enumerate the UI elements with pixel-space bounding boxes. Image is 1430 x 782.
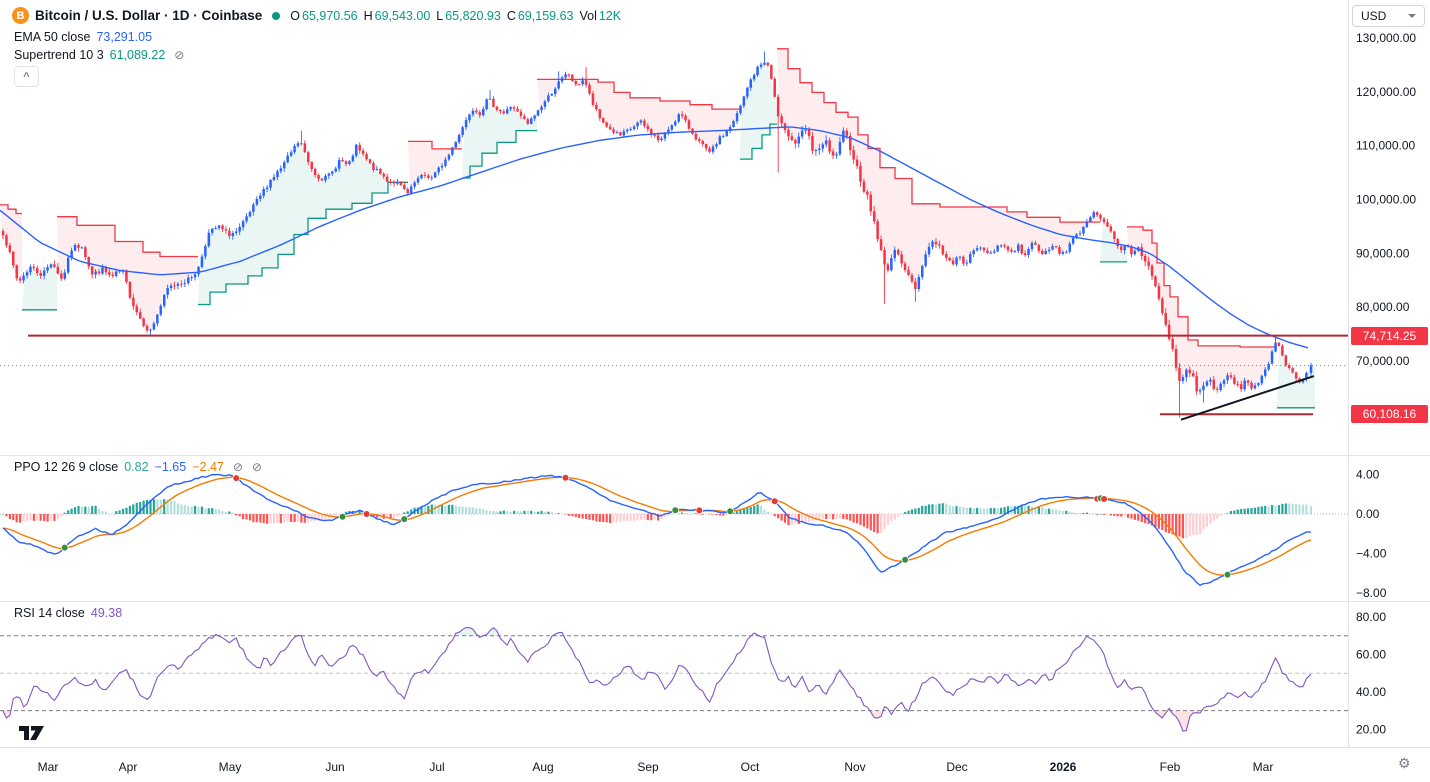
axis-tick-label: 110,000.00 xyxy=(1356,139,1415,153)
ema-legend-row[interactable]: EMA 50 close 73,291.05 xyxy=(14,30,152,44)
support-price-badge: 60,108.16 xyxy=(1351,405,1428,423)
axis-tick-label: 20.00 xyxy=(1356,722,1386,736)
axis-tick-label: Aug xyxy=(532,760,553,774)
axis-tick-label: Apr xyxy=(119,760,138,774)
collapse-legend-button[interactable]: ^ xyxy=(14,66,39,87)
chevron-down-icon xyxy=(1408,14,1416,18)
axis-tick-label: 80,000.00 xyxy=(1356,300,1410,314)
ema-label: EMA 50 close xyxy=(14,30,91,44)
resistance-price-badge: 74,714.25 xyxy=(1351,327,1428,345)
ppo-hist-value: 0.82 xyxy=(124,460,149,474)
axis-tick-label: 80.00 xyxy=(1356,610,1386,624)
open-value: O 65,970.56 xyxy=(290,8,358,23)
axis-tick-label: 70,000.00 xyxy=(1356,354,1410,368)
symbol-legend-row[interactable]: B Bitcoin / U.S. Dollar · 1D · Coinbase … xyxy=(12,7,621,24)
ppo-signal-value: −2.47 xyxy=(192,460,224,474)
ppo-legend-row[interactable]: PPO 12 26 9 close 0.82 −1.65 −2.47 ⊘ ⊘ xyxy=(14,460,262,474)
axis-tick-label: Oct xyxy=(741,760,760,774)
price-axis-labels[interactable]: 130,000.00 120,000.00 110,000.00 100,000.00… xyxy=(1356,31,1416,736)
axis-tick-label: 120,000.00 xyxy=(1356,85,1416,99)
candles-layer xyxy=(1,51,1313,418)
supertrend-layer xyxy=(0,48,1315,409)
axis-tick-label: Sep xyxy=(637,760,659,774)
ppo-line-value: −1.65 xyxy=(154,460,187,474)
settings-gear-icon[interactable]: ⚙ xyxy=(1398,755,1411,771)
supertrend-legend-row[interactable]: Supertrend 10 3 61,089.22 ⊘ xyxy=(14,48,184,62)
market-status-dot xyxy=(272,11,281,20)
axis-tick-label: Mar xyxy=(38,760,59,774)
low-value: L 65,820.93 xyxy=(436,8,501,23)
axis-tick-label: 2026 xyxy=(1050,760,1077,774)
price-level-lines[interactable] xyxy=(28,334,1348,416)
currency-label: USD xyxy=(1361,9,1387,23)
ppo-label: PPO 12 26 9 close xyxy=(14,460,119,474)
symbol-title: Bitcoin / U.S. Dollar · 1D · Coinbase xyxy=(35,8,263,23)
axis-tick-label: 130,000.00 xyxy=(1356,31,1416,45)
time-axis-labels[interactable]: Mar Apr May Jun Jul Aug Sep Oct Nov Dec 2026 Feb Mar xyxy=(38,760,1274,774)
ema-line xyxy=(0,126,1309,349)
volume-value: Vol 12K xyxy=(579,8,622,23)
high-value: H 69,543.00 xyxy=(363,8,431,23)
rsi-legend-row[interactable]: RSI 14 close 49.38 xyxy=(14,606,122,620)
axis-tick-label: May xyxy=(219,760,242,774)
axis-tick-label: 90,000.00 xyxy=(1356,246,1410,260)
hide-ppo-icon-2[interactable]: ⊘ xyxy=(251,460,262,474)
axis-tick-label: 60.00 xyxy=(1356,647,1386,661)
hide-indicator-icon[interactable]: ⊘ xyxy=(174,48,185,62)
trendline-drawing[interactable] xyxy=(1180,375,1315,421)
tv-logo-glyph xyxy=(19,726,44,740)
ema-value: 73,291.05 xyxy=(96,30,153,44)
supertrend-label: Supertrend 10 3 xyxy=(14,48,104,62)
axis-tick-label: Mar xyxy=(1253,760,1274,774)
axis-tick-label: Nov xyxy=(844,760,865,774)
axis-tick-label: −4.00 xyxy=(1356,547,1387,561)
rsi-label: RSI 14 close xyxy=(14,606,85,620)
rsi-pane-layer xyxy=(0,626,1348,732)
axis-tick-label: 100,000.00 xyxy=(1356,192,1416,206)
axis-tick-label: −8.00 xyxy=(1356,586,1387,600)
axis-tick-label: Jun xyxy=(325,760,344,774)
rsi-value: 49.38 xyxy=(90,606,123,620)
currency-selector[interactable]: USD xyxy=(1352,5,1425,27)
axis-tick-label: Jul xyxy=(429,760,444,774)
ppo-pane-layer xyxy=(0,473,1348,587)
supertrend-value: 61,089.22 xyxy=(109,48,166,62)
axis-tick-label: Dec xyxy=(946,760,967,774)
close-value: C 69,159.63 xyxy=(506,8,574,23)
axis-tick-label: 40.00 xyxy=(1356,685,1386,699)
axis-tick-label: Feb xyxy=(1160,760,1181,774)
bitcoin-icon: B xyxy=(12,7,29,24)
axis-tick-label: 4.00 xyxy=(1356,467,1380,481)
hide-ppo-icon-1[interactable]: ⊘ xyxy=(232,460,243,474)
axis-tick-label: 0.00 xyxy=(1356,507,1380,521)
pane-dividers xyxy=(0,0,1430,748)
